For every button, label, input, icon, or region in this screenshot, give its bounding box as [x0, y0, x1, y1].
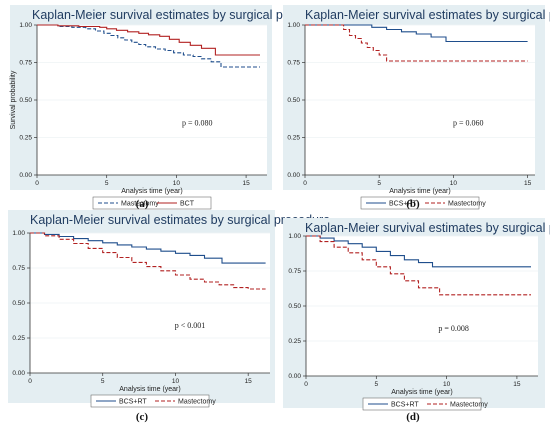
- chart-title: Kaplan-Meier survival estimates by surgi…: [32, 8, 332, 22]
- x-tick-label: 15: [513, 381, 521, 388]
- panel-caption: (b): [406, 198, 420, 210]
- panel-caption: (d): [406, 411, 420, 423]
- chart-panel-3: Kaplan-Meier survival estimates by surgi…: [283, 218, 550, 423]
- p-value-annotation: p < 0.001: [175, 321, 206, 330]
- x-tick-label: 15: [245, 378, 253, 385]
- legend-entry-0: BCS+RT: [119, 399, 147, 406]
- legend-entry-0: Mastectomy: [121, 201, 159, 208]
- y-tick-label: 0.00: [19, 172, 32, 179]
- x-axis-label: Analysis time (year): [121, 188, 182, 195]
- chart-title: Kaplan-Meier survival estimates by surgi…: [30, 213, 330, 227]
- y-tick-label: 0.75: [288, 268, 301, 275]
- y-tick-label: 0.00: [288, 373, 301, 380]
- p-value-annotation: p = 0.080: [182, 119, 213, 128]
- y-tick-label: 0.50: [287, 97, 300, 104]
- chart-panel-1: Kaplan-Meier survival estimates by surgi…: [283, 5, 550, 210]
- y-tick-label: 1.00: [287, 22, 300, 29]
- x-tick-label: 10: [172, 378, 180, 385]
- y-tick-label: 0.00: [287, 172, 300, 179]
- panel-caption: (a): [136, 198, 149, 210]
- y-tick-label: 0.50: [12, 300, 25, 307]
- y-tick-label: 0.00: [12, 370, 25, 377]
- x-axis-label: Analysis time (year): [391, 389, 452, 396]
- p-value-annotation: p = 0.008: [438, 324, 469, 333]
- y-tick-label: 0.25: [287, 135, 300, 142]
- series-line-0: [306, 235, 531, 268]
- x-tick-label: 15: [242, 180, 250, 187]
- series-line-0: [30, 232, 266, 264]
- x-tick-label: 5: [105, 180, 109, 187]
- x-tick-label: 10: [173, 180, 181, 187]
- legend-box: [362, 397, 482, 411]
- x-tick-label: 0: [304, 381, 308, 388]
- x-tick-label: 0: [303, 180, 307, 187]
- series-line-1: [306, 235, 531, 296]
- series-line-0: [305, 24, 528, 43]
- y-tick-label: 0.50: [19, 97, 32, 104]
- x-axis-label: Analysis time (year): [119, 386, 180, 393]
- x-tick-label: 0: [28, 378, 32, 385]
- chart-panel-0: Kaplan-Meier survival estimates by surgi…: [10, 5, 332, 210]
- series-line-1: [30, 232, 266, 290]
- y-tick-label: 1.00: [12, 230, 25, 237]
- y-tick-label: 0.25: [19, 135, 32, 142]
- legend-box: [92, 196, 212, 210]
- legend-box: [90, 394, 210, 408]
- y-tick-label: 0.75: [19, 60, 32, 67]
- legend-entry-1: BCT: [180, 201, 195, 208]
- legend-entry-1: Mastectomy: [450, 402, 488, 409]
- legend-entry-0: BCS+RT: [389, 201, 417, 208]
- x-tick-label: 5: [374, 381, 378, 388]
- x-axis-label: Analysis time (year): [389, 188, 450, 195]
- series-line-0: [37, 24, 260, 68]
- y-tick-label: 0.50: [288, 303, 301, 310]
- y-tick-label: 1.00: [288, 233, 301, 240]
- x-tick-label: 5: [377, 180, 381, 187]
- x-tick-label: 15: [524, 180, 532, 187]
- y-tick-label: 0.25: [12, 335, 25, 342]
- x-tick-label: 5: [101, 378, 105, 385]
- p-value-annotation: p = 0.060: [453, 119, 484, 128]
- panel-caption: (c): [136, 411, 149, 423]
- chart-title: Kaplan-Meier survival estimates by surgi…: [305, 8, 550, 22]
- y-tick-label: 1.00: [19, 22, 32, 29]
- x-tick-label: 10: [443, 381, 451, 388]
- x-tick-label: 0: [35, 180, 39, 187]
- legend-entry-1: Mastectomy: [448, 201, 486, 208]
- chart-title: Kaplan-Meier survival estimates by surgi…: [305, 221, 550, 235]
- y-tick-label: 0.25: [288, 338, 301, 345]
- legend-entry-0: BCS+RT: [391, 402, 419, 409]
- series-line-1: [305, 24, 528, 62]
- x-tick-label: 10: [450, 180, 458, 187]
- legend-entry-1: Mastectomy: [178, 399, 216, 406]
- series-line-1: [37, 24, 260, 56]
- chart-panel-2: Kaplan-Meier survival estimates by surgi…: [8, 210, 330, 423]
- y-tick-label: 0.75: [12, 265, 25, 272]
- y-axis-label: Survival probability: [10, 70, 17, 129]
- legend-box: [360, 196, 480, 210]
- y-tick-label: 0.75: [287, 60, 300, 67]
